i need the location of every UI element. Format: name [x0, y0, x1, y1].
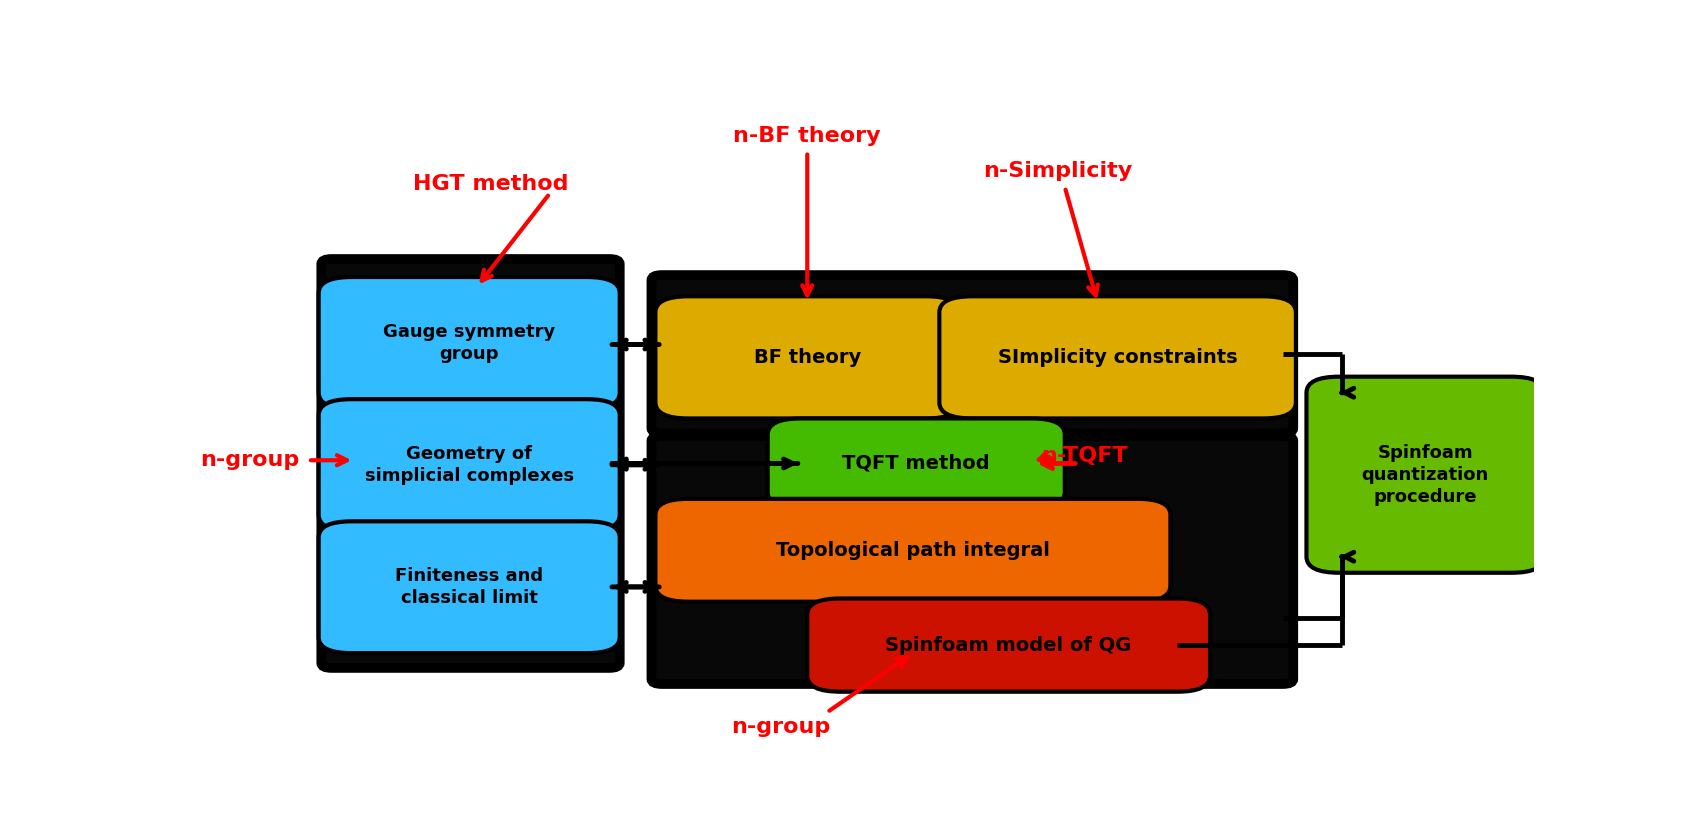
FancyBboxPatch shape — [808, 599, 1210, 691]
FancyBboxPatch shape — [319, 521, 620, 653]
FancyBboxPatch shape — [651, 275, 1293, 433]
FancyBboxPatch shape — [322, 259, 620, 668]
Text: n-group: n-group — [201, 450, 300, 470]
FancyBboxPatch shape — [656, 498, 1171, 602]
Text: n-TQFT: n-TQFT — [1041, 446, 1128, 466]
FancyBboxPatch shape — [939, 296, 1297, 418]
Text: Gauge symmetry
group: Gauge symmetry group — [383, 323, 556, 363]
FancyBboxPatch shape — [656, 296, 959, 418]
Text: BF theory: BF theory — [753, 348, 861, 367]
Text: n-BF theory: n-BF theory — [733, 125, 881, 145]
FancyBboxPatch shape — [319, 399, 620, 531]
Text: n-group: n-group — [731, 717, 830, 737]
Text: Topological path integral: Topological path integral — [775, 541, 1050, 559]
Text: HGT method: HGT method — [412, 174, 567, 194]
FancyBboxPatch shape — [1307, 377, 1544, 573]
Text: SImplicity constraints: SImplicity constraints — [999, 348, 1237, 367]
Text: Spinfoam model of QG: Spinfoam model of QG — [886, 635, 1131, 655]
Text: TQFT method: TQFT method — [842, 454, 990, 473]
Text: n-Simplicity: n-Simplicity — [983, 161, 1133, 181]
FancyBboxPatch shape — [651, 436, 1293, 684]
Text: Geometry of
simplicial complexes: Geometry of simplicial complexes — [365, 445, 574, 485]
FancyBboxPatch shape — [767, 418, 1065, 509]
Text: Spinfoam
quantization
procedure: Spinfoam quantization procedure — [1361, 443, 1489, 506]
Text: Finiteness and
classical limit: Finiteness and classical limit — [395, 567, 544, 607]
FancyBboxPatch shape — [319, 277, 620, 409]
